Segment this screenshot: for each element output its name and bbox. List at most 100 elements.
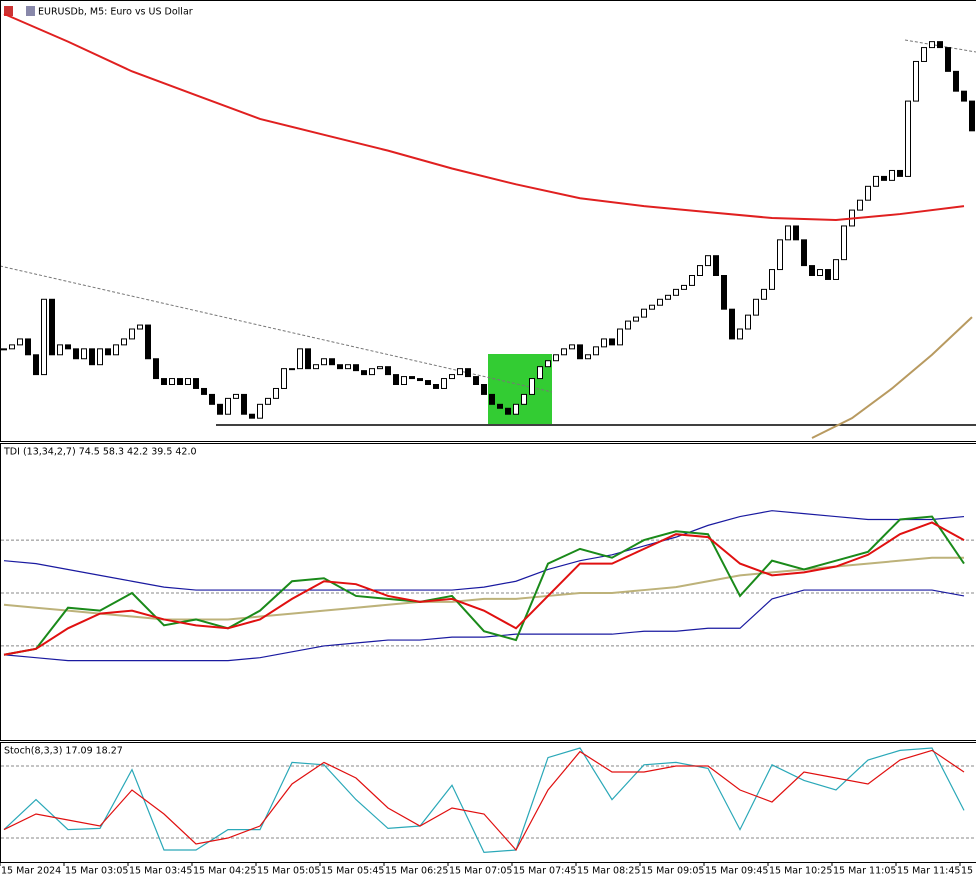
indicator-line bbox=[811, 316, 973, 439]
candle bbox=[561, 348, 567, 356]
candle bbox=[825, 269, 831, 280]
candle bbox=[153, 358, 159, 380]
candle bbox=[105, 348, 111, 356]
candle bbox=[73, 348, 79, 360]
candle bbox=[97, 348, 103, 366]
candle bbox=[385, 366, 391, 376]
candle bbox=[537, 366, 543, 380]
candle bbox=[601, 338, 607, 348]
candle bbox=[25, 338, 31, 356]
x-tick-label: 15 Mar 09:45 bbox=[705, 866, 768, 877]
candle bbox=[145, 324, 151, 360]
candle bbox=[913, 60, 919, 102]
candle bbox=[17, 338, 23, 346]
candle bbox=[137, 324, 143, 330]
candle bbox=[265, 397, 271, 405]
candle bbox=[641, 308, 647, 318]
candle bbox=[313, 364, 319, 370]
candle bbox=[881, 175, 887, 181]
candle bbox=[297, 348, 303, 370]
x-tick-label: 15 Mar 03:05 bbox=[65, 866, 128, 877]
candle bbox=[241, 393, 247, 415]
candle bbox=[649, 304, 655, 310]
candle bbox=[809, 265, 815, 277]
candle bbox=[897, 169, 903, 177]
candle bbox=[721, 275, 727, 310]
x-tick-label: 15 Mar 08:25 bbox=[577, 866, 640, 877]
candle bbox=[225, 397, 231, 415]
candle bbox=[113, 344, 119, 356]
candle bbox=[281, 368, 287, 389]
candle bbox=[577, 344, 583, 360]
candle bbox=[409, 376, 415, 380]
candle bbox=[129, 328, 135, 340]
indicator-line bbox=[3, 747, 965, 854]
candle bbox=[857, 199, 863, 211]
x-tick-label: 15 Mar 03:45 bbox=[129, 866, 192, 877]
candle bbox=[457, 368, 463, 376]
stoch-label: Stoch(8,3,3) 17.09 18.27 bbox=[4, 746, 123, 757]
candle bbox=[337, 364, 343, 370]
candle bbox=[761, 288, 767, 300]
x-tick-label: 15 Mar 11:05 bbox=[833, 866, 896, 877]
candle bbox=[273, 387, 279, 399]
candle bbox=[417, 378, 423, 382]
candle bbox=[633, 316, 639, 322]
indicator-line bbox=[3, 515, 965, 656]
indicator-line bbox=[3, 12, 965, 222]
candle bbox=[321, 358, 327, 366]
candle bbox=[449, 374, 455, 380]
candle bbox=[41, 298, 47, 376]
candle bbox=[489, 393, 495, 405]
candle bbox=[657, 298, 663, 306]
x-tick-label: 15 Mar 04:25 bbox=[193, 866, 256, 877]
candle bbox=[49, 298, 55, 356]
candle bbox=[801, 239, 807, 267]
candle bbox=[377, 366, 383, 370]
candle bbox=[473, 376, 479, 386]
candle bbox=[193, 378, 199, 389]
candle bbox=[521, 393, 527, 405]
candle bbox=[945, 47, 951, 72]
candle bbox=[841, 225, 847, 261]
candle bbox=[625, 320, 631, 330]
candle bbox=[553, 354, 559, 362]
symbol-icon bbox=[26, 6, 35, 16]
candle bbox=[201, 387, 207, 395]
candle bbox=[161, 378, 167, 386]
candle bbox=[665, 294, 671, 300]
x-tick-label: 15 Mar 09:05 bbox=[641, 866, 704, 877]
candle bbox=[425, 380, 431, 386]
indicator-line bbox=[3, 589, 965, 662]
candle bbox=[401, 376, 407, 386]
candle bbox=[745, 314, 751, 330]
candle bbox=[465, 368, 471, 378]
tdi-label: TDI (13,34,2,7) 74.5 58.3 42.2 39.5 42.0 bbox=[3, 447, 197, 458]
candle bbox=[953, 70, 959, 92]
candle bbox=[529, 378, 535, 395]
candle bbox=[33, 354, 39, 376]
candle bbox=[361, 370, 367, 376]
candle bbox=[169, 378, 175, 386]
price-panel-border bbox=[0, 0, 976, 442]
candle bbox=[713, 255, 719, 277]
candle bbox=[1, 348, 7, 351]
candle bbox=[393, 374, 399, 386]
candle bbox=[257, 403, 263, 419]
candle bbox=[505, 407, 511, 415]
candle bbox=[9, 344, 15, 350]
candle bbox=[937, 41, 943, 49]
candle bbox=[753, 298, 759, 316]
candle bbox=[689, 275, 695, 286]
candle bbox=[593, 346, 599, 356]
candle bbox=[185, 378, 191, 386]
candle bbox=[681, 284, 687, 290]
stoch-panel-border bbox=[0, 742, 976, 863]
chart-header: EURUSDb, M5: Euro vs US Dollar bbox=[38, 7, 193, 18]
candle bbox=[929, 41, 935, 49]
candle bbox=[609, 338, 615, 346]
candle bbox=[369, 368, 375, 376]
candle bbox=[961, 90, 967, 102]
candle bbox=[57, 344, 63, 356]
